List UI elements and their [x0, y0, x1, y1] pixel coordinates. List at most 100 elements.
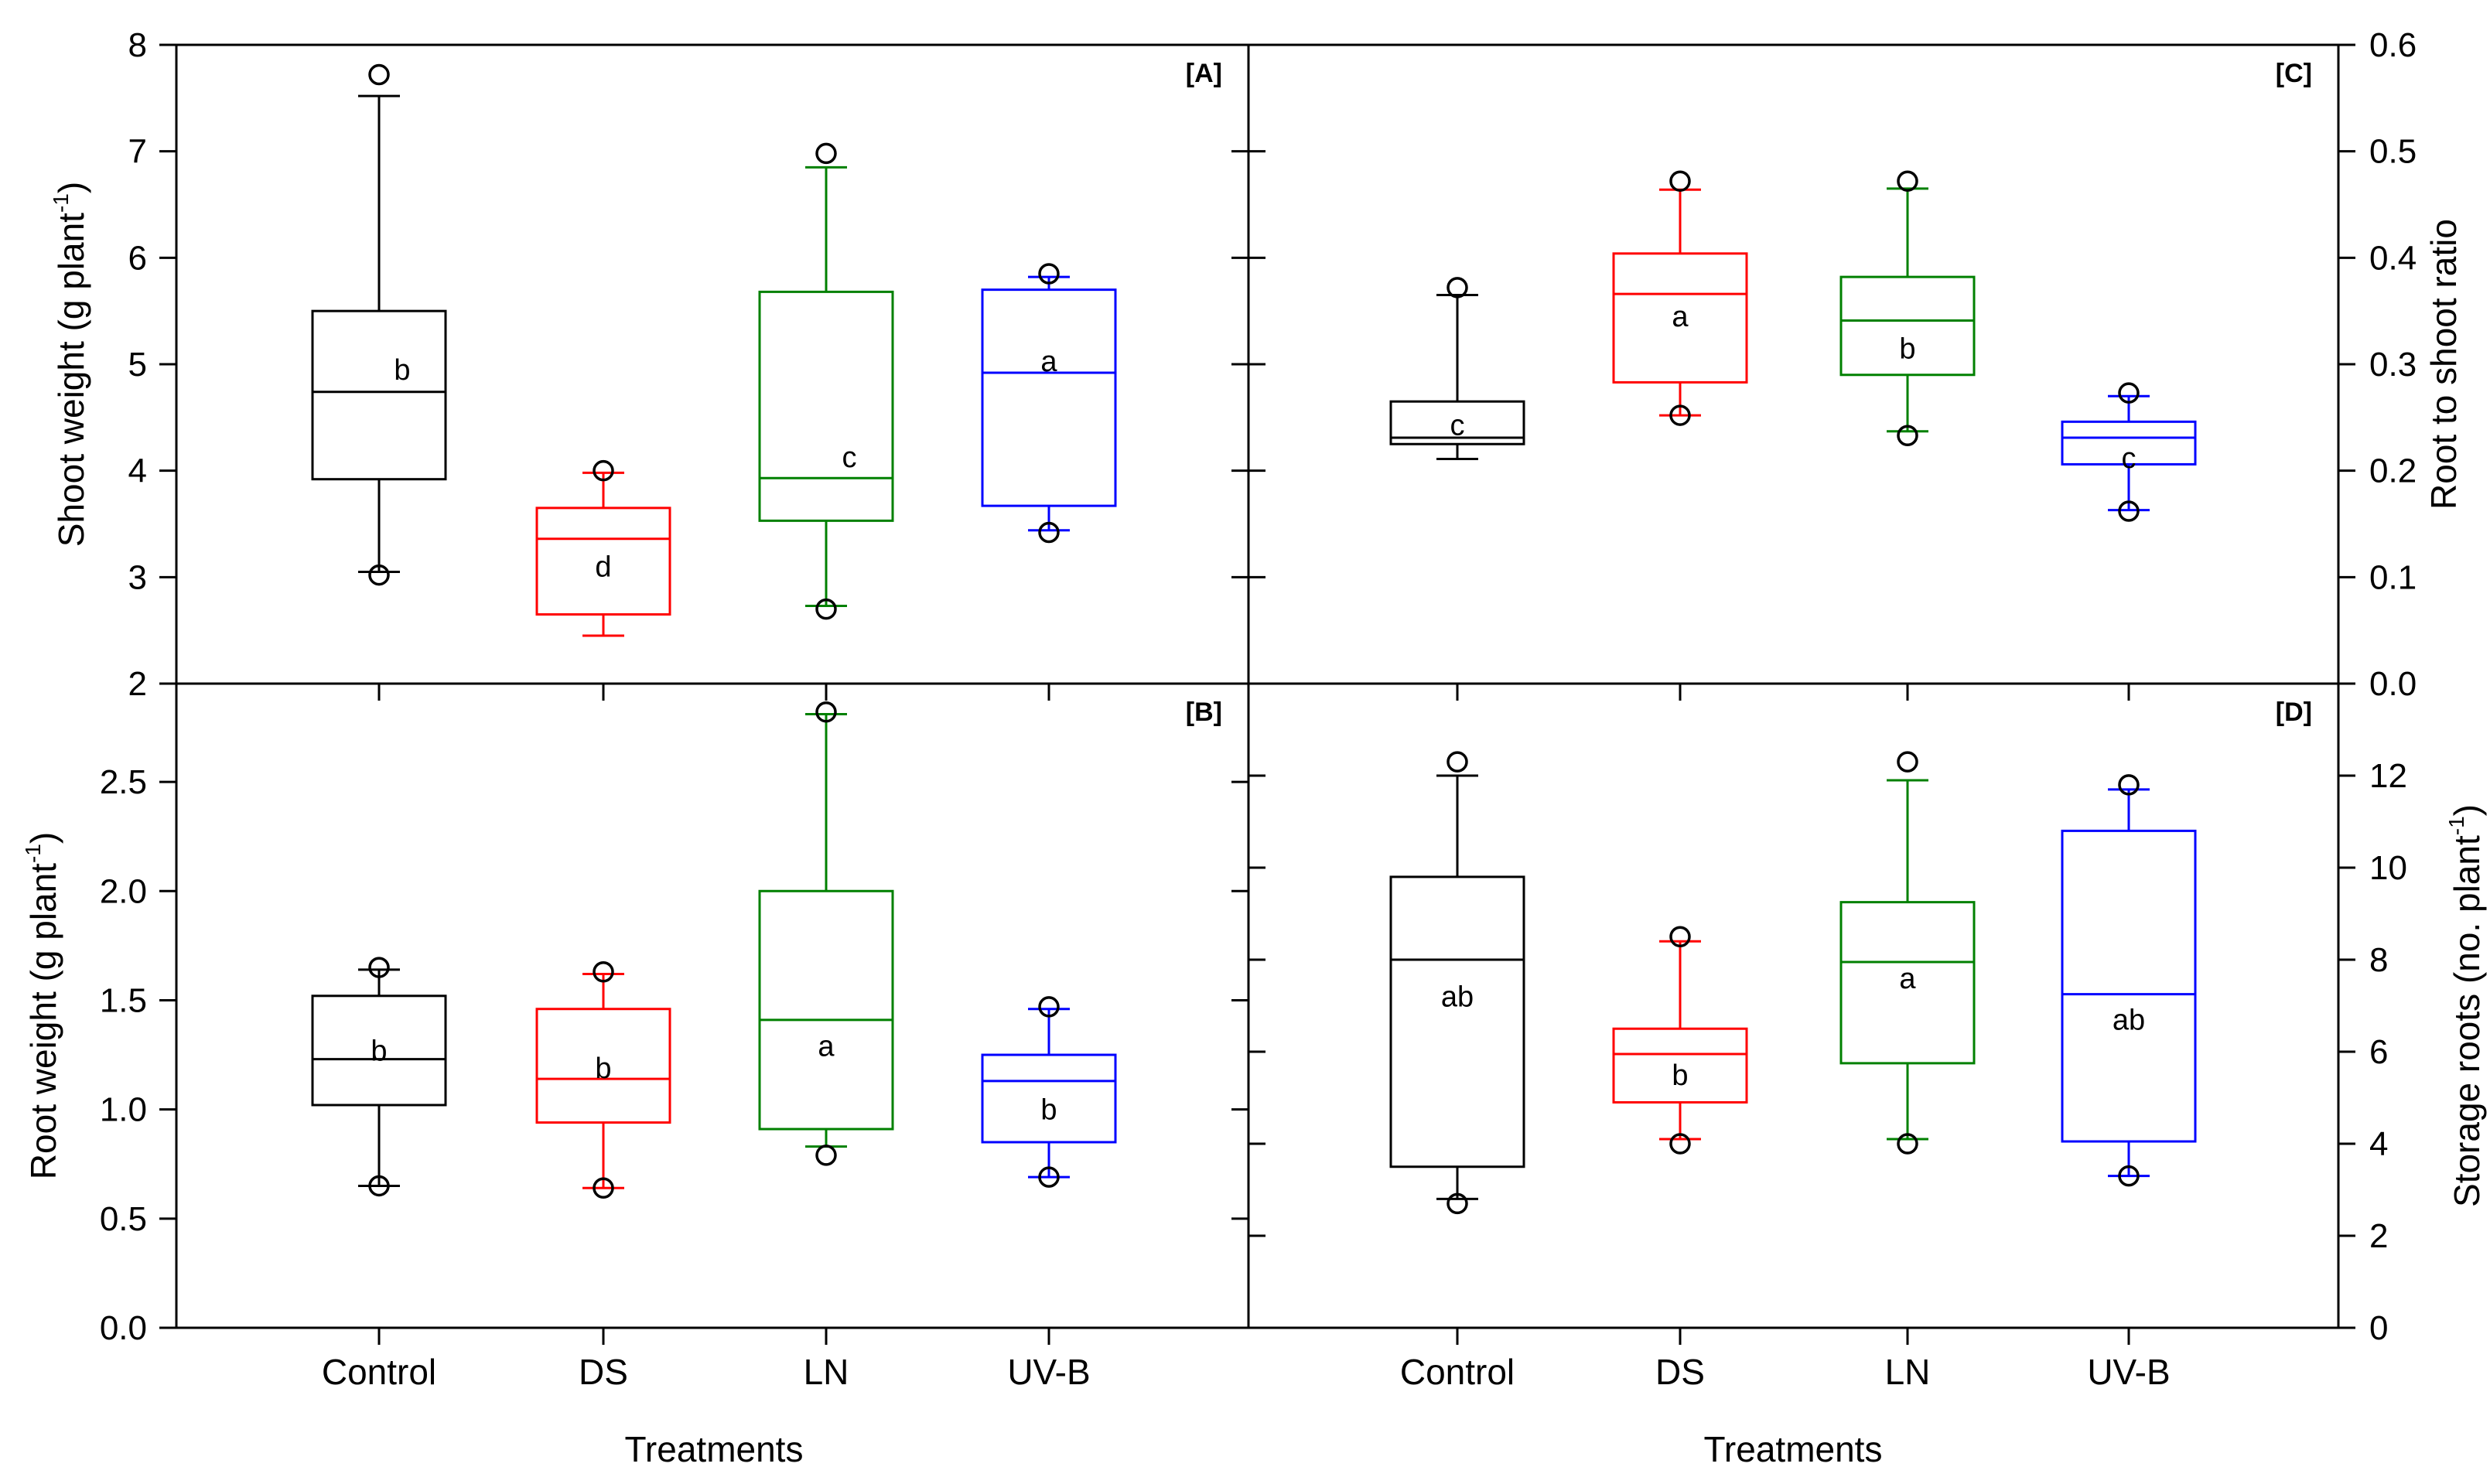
x-category-label: DS [579, 1352, 628, 1392]
y-tick-label: 2.5 [100, 763, 147, 801]
box-uv-b: ab [2061, 774, 2197, 1187]
box-ds: b [1612, 926, 1748, 1155]
significance-letter: a [818, 1031, 835, 1063]
significance-letter: c [842, 442, 857, 474]
y-tick-label: 12 [2369, 757, 2407, 795]
box-ln: a [1839, 751, 1976, 1155]
y-tick-label: 7 [128, 133, 147, 171]
outlier-point [2118, 774, 2140, 796]
outlier-point [815, 701, 837, 723]
box-ds: d [535, 459, 671, 637]
outlier-point [2118, 1165, 2140, 1187]
significance-letter: b [595, 1052, 611, 1085]
outlier-point [1447, 277, 1468, 299]
outlier-point [2118, 500, 2140, 522]
significance-letter: a [1040, 346, 1057, 378]
y-tick-label: 0.6 [2369, 26, 2417, 64]
outlier-point [593, 960, 614, 983]
iqr-box [981, 288, 1117, 507]
outlier-point [1669, 1133, 1691, 1155]
y-axis-title-end: ) [51, 182, 91, 193]
outlier-point [368, 63, 390, 86]
outlier-point [1897, 170, 1918, 192]
panel-tag: [A] [1186, 59, 1222, 88]
box-control: b [311, 63, 447, 586]
significance-letter: b [1672, 1059, 1688, 1092]
y-axis-title-main: Shoot weight (g plant [51, 213, 91, 547]
y-tick-label: 3 [128, 558, 147, 596]
iqr-box [2061, 829, 2197, 1143]
x-category-label: Control [322, 1352, 436, 1392]
outlier-point [1038, 263, 1060, 285]
outlier-point [1897, 1133, 1918, 1155]
x-axis-title: Treatments [1704, 1429, 1883, 1469]
significance-letter: b [1040, 1094, 1057, 1127]
outlier-point [1038, 1166, 1060, 1188]
iqr-box [535, 507, 671, 616]
box-control: b [311, 957, 447, 1197]
significance-letter: b [371, 1035, 387, 1067]
y-tick-label: 0.5 [2369, 133, 2417, 171]
box-uv-b: c [2061, 382, 2197, 522]
y-tick-label: 0.1 [2369, 558, 2417, 596]
y-axis-title-sup: -1 [49, 193, 73, 213]
outlier-point [815, 598, 837, 620]
y-tick-label: 2.0 [100, 872, 147, 910]
outlier-point [368, 564, 390, 586]
iqr-box [1612, 1027, 1748, 1104]
box-ds: a [1612, 170, 1748, 426]
y-tick-label: 8 [2369, 941, 2388, 979]
significance-letter: c [1450, 409, 1465, 442]
outlier-point [2118, 382, 2140, 404]
outlier-point [1038, 521, 1060, 544]
panel-a: 2 3 4 5 6 7 8 Shoot weight (g plant-1) [A] b d c a [49, 26, 1250, 703]
y-tick-label: 0.0 [2369, 665, 2417, 703]
significance-letter: b [1899, 333, 1915, 365]
y-tick-label: 0.2 [2369, 452, 2417, 490]
significance-letter: a [1899, 963, 1916, 995]
significance-letter: c [2122, 442, 2136, 475]
iqr-box [311, 309, 447, 481]
outlier-point [368, 957, 390, 978]
box-ln: a [758, 701, 894, 1166]
panel-d-frame [1247, 682, 2340, 1329]
y-axis-title-main: Root weight (g plant [23, 863, 63, 1179]
y-tick-label: 6 [2369, 1033, 2388, 1071]
outlier-point [1038, 996, 1060, 1018]
y-tick-label: 1.0 [100, 1091, 147, 1129]
y-tick-label: 2 [128, 665, 147, 703]
y-axis-title: Root to shoot ratio [2423, 219, 2464, 510]
significance-letter: b [394, 354, 410, 387]
x-category-label: UV-B [2087, 1352, 2170, 1392]
outlier-point [1447, 1192, 1468, 1215]
significance-letter: d [595, 551, 611, 584]
outlier-point [1669, 404, 1691, 426]
box-control: ab [1389, 751, 1525, 1215]
x-category-label: LN [1885, 1352, 1931, 1392]
outlier-point [1669, 926, 1691, 947]
iqr-box [758, 889, 894, 1131]
y-tick-label: 0.4 [2369, 239, 2417, 277]
significance-letter: ab [1441, 981, 1474, 1014]
x-category-label: UV-B [1007, 1352, 1090, 1392]
iqr-box [535, 1008, 671, 1124]
iqr-box [1839, 275, 1976, 377]
x-axis-title: Treatments [625, 1429, 804, 1469]
y-tick-label: 8 [128, 26, 147, 64]
panel-tag: [D] [2276, 698, 2312, 727]
panel-tag: [B] [1186, 698, 1222, 727]
outlier-point [593, 1177, 614, 1199]
panel-c: 0.0 0.1 0.2 0.3 0.4 0.5 0.6 Root to shoot ratio… [1247, 26, 2464, 703]
significance-letter: a [1672, 301, 1689, 333]
y-tick-label: 1.5 [100, 981, 147, 1019]
y-tick-label: 2 [2369, 1217, 2388, 1255]
y-tick-label: 4 [2369, 1125, 2388, 1163]
y-tick-label: 10 [2369, 849, 2407, 887]
outlier-point [1669, 170, 1691, 192]
iqr-box [1839, 901, 1976, 1065]
y-tick-label: 5 [128, 346, 147, 384]
iqr-box [981, 1053, 1117, 1144]
panel-b: 0.0 0.5 1.0 1.5 2.0 2.5 Root weight (g plant-1… [21, 682, 1250, 1469]
y-axis-title-end: ) [23, 832, 63, 844]
